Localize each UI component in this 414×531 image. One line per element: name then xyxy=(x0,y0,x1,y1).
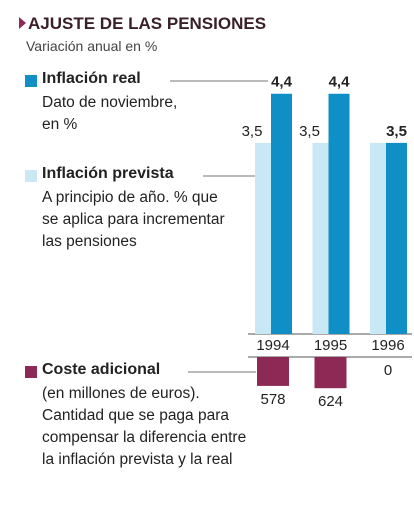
legend-label: Inflación prevista xyxy=(42,165,174,182)
bar xyxy=(370,142,387,334)
value-label: 4,4 xyxy=(271,74,293,91)
bar xyxy=(271,93,292,334)
x-tick-label: 1995 xyxy=(314,337,347,354)
bar xyxy=(257,357,289,386)
legend-label: Coste adicional xyxy=(42,361,161,378)
value-label: 3,5 xyxy=(299,123,320,140)
legend-description: (en millones de euros). Cantidad que se … xyxy=(42,385,247,468)
legend-description: A principio de año. % que se aplica para… xyxy=(42,189,225,250)
x-tick-label: 1996 xyxy=(371,337,404,354)
value-label: 4,4 xyxy=(329,74,351,91)
bar xyxy=(386,142,407,334)
legend-swatch xyxy=(25,75,37,87)
bar xyxy=(255,142,272,334)
chart-subtitle: Variación anual en % xyxy=(26,38,158,54)
x-tick-label: 1994 xyxy=(256,337,289,354)
bar xyxy=(312,142,330,334)
bar xyxy=(314,357,347,389)
value-label: 3,5 xyxy=(386,123,407,140)
value-label: 3,5 xyxy=(242,123,263,140)
value-label: 624 xyxy=(318,393,343,410)
legend-swatch xyxy=(25,170,37,182)
chart-title: AJUSTE DE LAS PENSIONES xyxy=(28,14,267,33)
value-label: 0 xyxy=(384,362,392,379)
legend-description: Dato de noviembre, en % xyxy=(42,94,178,133)
title-icon xyxy=(19,17,26,29)
legend-swatch xyxy=(25,366,37,378)
legend-label: Inflación real xyxy=(42,70,141,87)
bar xyxy=(328,93,350,334)
value-label: 578 xyxy=(260,391,285,408)
